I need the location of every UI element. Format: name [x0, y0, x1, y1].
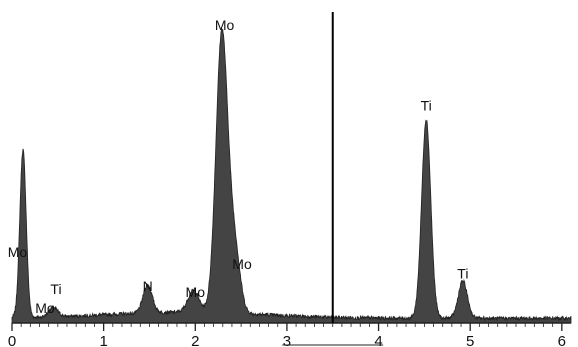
x-tick-label: 6 [558, 333, 566, 347]
x-tick-label: 3 [283, 333, 291, 347]
x-tick-label: 4 [374, 333, 382, 347]
peak-label: Mo [8, 244, 28, 260]
x-tick-label: 5 [466, 333, 474, 347]
x-tick-label: 1 [99, 333, 107, 347]
peak-label: Ti [421, 98, 432, 114]
peak-label: Mo [35, 300, 55, 316]
peak-label: Mo [232, 256, 252, 272]
x-tick-label: 0 [8, 333, 16, 347]
peak-label: Ti [50, 281, 61, 297]
peak-label: N [143, 278, 153, 294]
peak-label: Ti [457, 266, 468, 282]
spectrum-plot-area: 0 1 2 3 4 5 6 Mo Ti Mo Mo Ti N Mo Ti Mo [8, 12, 572, 347]
x-tick-label: 2 [191, 333, 199, 347]
peak-label: Mo [186, 284, 206, 300]
peak-label: Mo [215, 17, 235, 33]
spectrum-area [11, 28, 572, 324]
